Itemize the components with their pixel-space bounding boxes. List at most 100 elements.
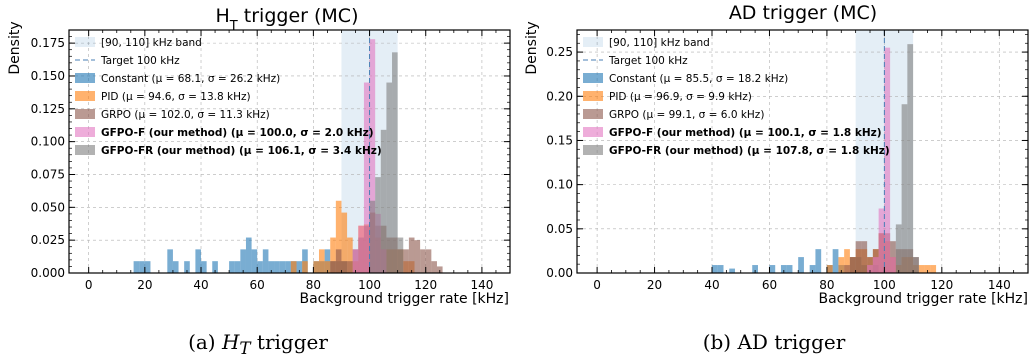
histogram-bar: [431, 261, 437, 273]
histogram-bar: [369, 200, 376, 273]
legend-label: Target 100 kHz: [100, 55, 180, 67]
x-axis-label: Background trigger rate [kHz]: [300, 291, 510, 307]
y-tick-label: 0.05: [546, 222, 573, 236]
histogram-bar: [341, 261, 348, 273]
legend-label: GFPO-FR (our method) (μ = 107.8, σ = 1.8…: [609, 145, 890, 157]
legend-label: Constant (μ = 68.1, σ = 26.2 kHz): [101, 73, 280, 85]
y-tick-label: 0.25: [546, 45, 573, 59]
caption-b: (b) AD trigger: [702, 330, 846, 354]
series-gfpo-f: [867, 47, 896, 273]
legend-swatch: [583, 109, 603, 119]
histogram-bar: [729, 268, 735, 273]
histogram-bar: [786, 265, 793, 273]
legend: [90, 110] kHz band Target 100 kHz Constant…: [75, 37, 382, 157]
histogram-bar: [240, 249, 246, 273]
legend: [90, 110] kHz band Target 100 kHz Constant…: [583, 37, 890, 157]
histogram-bar: [901, 104, 908, 273]
chart-title: HT trigger (MC): [216, 5, 359, 34]
histogram-bar: [352, 249, 359, 273]
histogram-bar: [133, 261, 140, 273]
histogram-bar: [167, 249, 173, 273]
histogram-bar: [335, 249, 342, 273]
y-tick-label: 0.075: [31, 167, 65, 181]
legend-label: Constant (μ = 85.5, σ = 18.2 kHz): [609, 73, 788, 85]
chart-panel-ht: HT trigger (MC) Density Background trigg…: [7, 5, 511, 307]
histogram-bar: [274, 261, 280, 273]
histogram-bar: [930, 265, 937, 273]
y-tick-label: 0.025: [31, 233, 65, 247]
histogram-bar: [330, 237, 336, 273]
histogram-bar: [139, 261, 145, 273]
histogram-bar: [341, 212, 348, 273]
plot-frame: [68, 29, 511, 274]
histogram-bar: [717, 265, 724, 273]
x-tick-label: 0: [85, 278, 93, 292]
histogram-bar: [809, 265, 816, 273]
y-tick-label: 0.00: [546, 266, 573, 280]
legend-swatch: [583, 73, 603, 83]
histogram-bar: [302, 261, 308, 273]
histogram-bar: [844, 265, 850, 273]
legend-label: PID (μ = 96.9, σ = 9.9 kHz): [609, 91, 752, 103]
legend-label: PID (μ = 94.6, σ = 13.8 kHz): [101, 91, 251, 103]
histogram-bar: [257, 261, 263, 273]
histogram-bar: [380, 129, 387, 273]
legend-swatch: [75, 127, 95, 137]
histogram-bar: [245, 237, 252, 273]
legend-label: [90, 110] kHz band: [101, 37, 202, 49]
legend-swatch: [583, 37, 603, 47]
x-tick-label: 20: [137, 278, 152, 292]
caption-a: (a) HT trigger: [188, 330, 328, 358]
histogram-bar: [290, 261, 297, 273]
x-tick-label: 140: [988, 278, 1011, 292]
histogram-bar: [229, 261, 235, 273]
legend-label: GRPO (μ = 99.1, σ = 6.0 kHz): [609, 109, 764, 121]
histogram-bar: [363, 82, 370, 273]
legend-swatch: [75, 145, 95, 155]
x-tick-label: 20: [647, 278, 662, 292]
x-axis-label: Background trigger rate [kHz]: [819, 291, 1029, 307]
series-gfpo-fr: [895, 44, 919, 273]
histogram-bar: [895, 224, 902, 273]
plot-frame: [576, 29, 1029, 274]
histogram-bar: [313, 261, 319, 273]
histogram-bar: [425, 249, 432, 273]
histogram-bar: [212, 261, 218, 273]
histogram-bar: [878, 208, 885, 273]
histogram-bar: [285, 261, 291, 273]
histogram-bar: [296, 261, 303, 273]
chart-panel-ad: AD trigger (MC) Density Background trigg…: [516, 0, 1032, 360]
histogram-bar: [375, 177, 381, 273]
histogram-bar: [826, 265, 833, 273]
y-tick-label: 0.050: [31, 200, 65, 214]
histogram-bar: [752, 265, 758, 273]
legend-label: GRPO (μ = 102.0, σ = 11.3 kHz): [101, 109, 270, 121]
histogram-bar: [386, 82, 393, 273]
histogram-bar: [890, 257, 896, 273]
histogram-bar: [408, 237, 415, 273]
plot-area: [577, 30, 1028, 273]
histogram-bar: [201, 261, 207, 273]
histogram-bar: [358, 225, 364, 273]
plot-area: [69, 30, 510, 273]
histogram-bar: [872, 257, 879, 273]
legend-swatch: [583, 127, 603, 137]
series-gfpo-fr: [369, 52, 404, 273]
legend-label: [90, 110] kHz band: [609, 37, 710, 49]
histogram-bar: [414, 240, 421, 273]
legend-label: GFPO-F (our method) (μ = 100.0, σ = 2.0 …: [101, 127, 374, 139]
histogram-bar: [268, 261, 275, 273]
x-tick-label: 60: [250, 278, 265, 292]
histogram-bar: [262, 249, 269, 273]
y-tick-label: 0.15: [546, 133, 573, 147]
y-tick-label: 0.000: [31, 266, 65, 280]
legend-swatch: [583, 145, 603, 155]
legend-swatch: [75, 109, 95, 119]
legend-label: GFPO-FR (our method) (μ = 106.1, σ = 3.4…: [101, 145, 382, 157]
chart-title: AD trigger (MC): [729, 2, 877, 24]
histogram-bar: [369, 39, 376, 273]
histogram-bar: [195, 249, 202, 273]
histogram-bar: [420, 249, 426, 273]
x-tick-label: 0: [593, 278, 601, 292]
y-tick-label: 0.150: [31, 69, 65, 83]
